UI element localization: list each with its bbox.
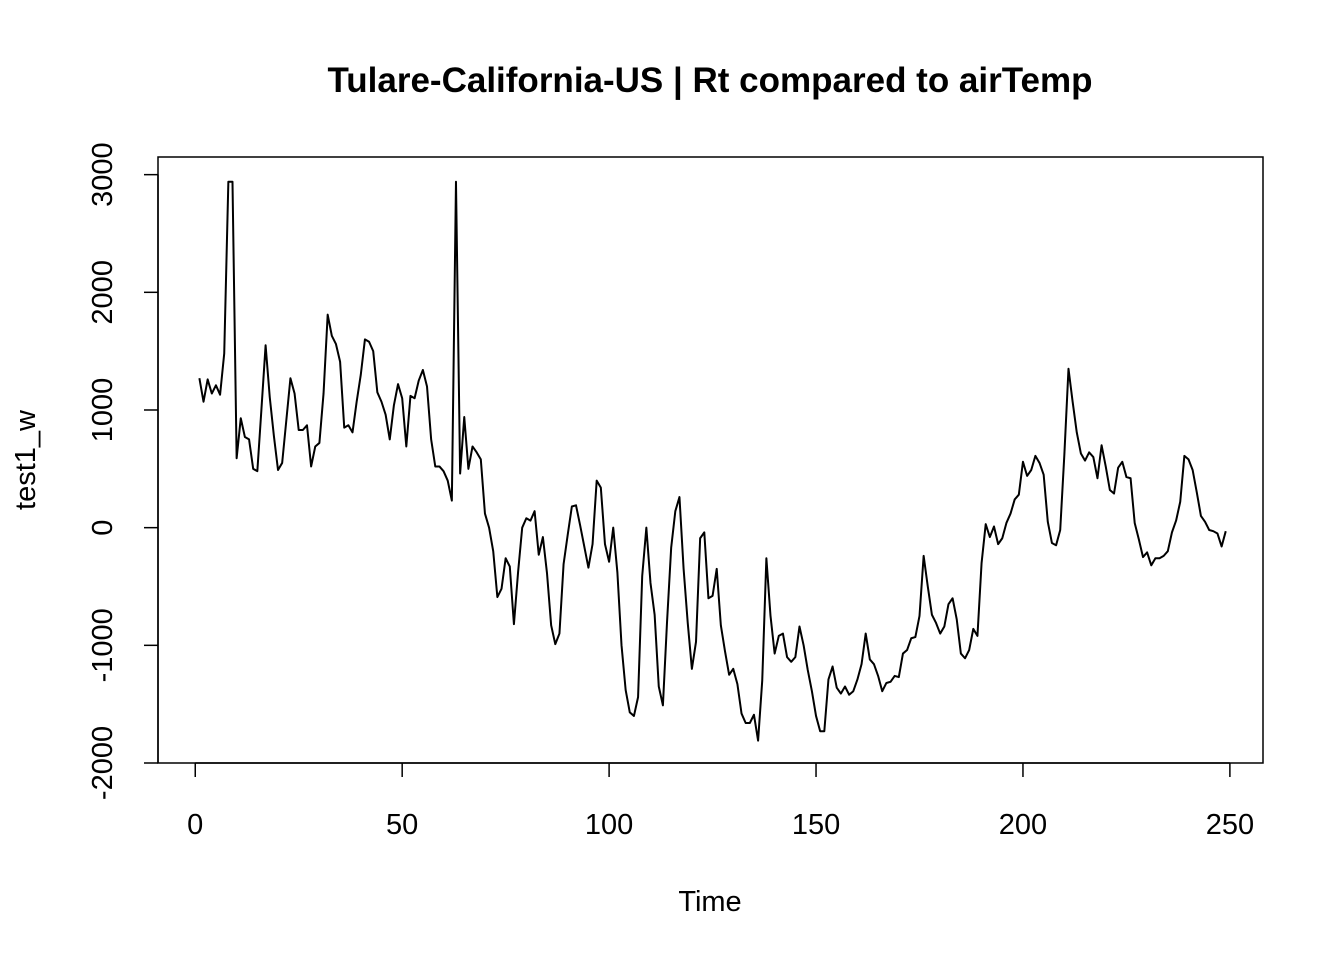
y-tick-label: 0 [87,520,119,536]
y-tick-label: -1000 [87,608,119,682]
x-axis-label: Time [678,886,741,918]
chart-title: Tulare-California-US | Rt compared to ai… [328,61,1093,100]
series-line-1 [198,180,1227,742]
y-tick-label: -2000 [87,726,119,800]
x-tick-label: 200 [999,809,1047,841]
x-tick-label: 100 [585,809,633,841]
y-tick-label: 2000 [87,260,119,325]
y-axis-label: test1_w [10,409,42,510]
x-tick-label: 50 [386,809,418,841]
x-tick-label: 150 [792,809,840,841]
y-tick-label: 3000 [87,142,119,207]
series-layer [198,180,1227,742]
y-tick-label: 1000 [87,378,119,443]
x-tick-label: 250 [1206,809,1254,841]
x-axis: 0 50 100 150 200 250 [187,762,1254,841]
y-axis: -2000 -1000 0 1000 2000 3000 [87,142,159,800]
x-tick-label: 0 [187,809,203,841]
